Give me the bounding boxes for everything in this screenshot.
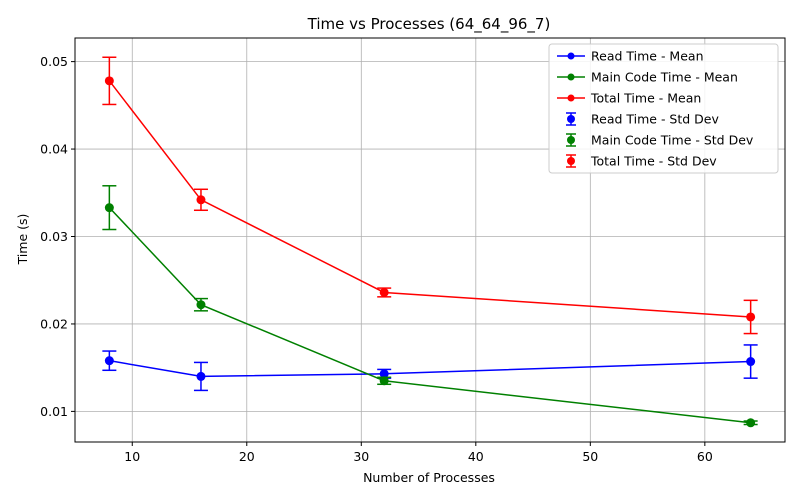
y-tick-label: 0.05 — [40, 54, 68, 69]
data-point — [746, 312, 756, 322]
legend-label: Read Time - Mean — [591, 49, 704, 64]
legend-marker — [567, 157, 575, 165]
legend-marker — [567, 136, 575, 144]
legend-marker — [567, 94, 575, 102]
data-point — [746, 357, 756, 367]
x-tick-label: 40 — [468, 449, 484, 464]
data-point — [746, 418, 756, 428]
data-point — [104, 76, 114, 86]
y-tick-label: 0.03 — [40, 229, 68, 244]
y-tick-label: 0.04 — [40, 142, 68, 157]
series-group — [102, 56, 758, 335]
ticks: 10 20 30 40 50 60 0.01 0.02 0.03 0.04 0.05 — [40, 54, 713, 464]
chart-title: Time vs Processes (64_64_96_7) — [307, 15, 551, 34]
x-axis-label: Number of Processes — [363, 470, 495, 485]
x-tick-label: 20 — [239, 449, 255, 464]
data-point — [104, 203, 114, 213]
series-line — [109, 359, 751, 378]
data-point — [379, 287, 389, 297]
y-axis-label: Time (s) — [15, 214, 30, 266]
series-line — [108, 80, 751, 318]
series-layer — [102, 56, 758, 428]
series-group — [102, 185, 758, 428]
x-tick-label: 50 — [582, 449, 598, 464]
legend-label: Main Code Time - Mean — [591, 70, 738, 85]
data-point — [196, 371, 206, 381]
x-tick-label: 60 — [697, 449, 713, 464]
plot-frame — [74, 37, 786, 443]
data-point — [104, 356, 114, 366]
series-line — [108, 207, 751, 424]
legend-marker — [567, 115, 575, 123]
legend-marker — [567, 73, 575, 81]
data-point — [196, 300, 206, 310]
y-tick-label: 0.02 — [40, 316, 68, 331]
legend-label: Total Time - Mean — [590, 91, 701, 106]
legend-label: Read Time - Std Dev — [591, 112, 719, 127]
x-tick-label: 10 — [124, 449, 140, 464]
data-point — [196, 195, 206, 205]
data-point — [379, 369, 389, 379]
legend-label: Total Time - Std Dev — [590, 154, 717, 169]
y-tick-label: 0.01 — [40, 404, 68, 419]
x-tick-label: 30 — [353, 449, 369, 464]
legend-box — [548, 43, 779, 174]
legend: Read Time - Mean Main Code Time - Mean Tot… — [548, 43, 779, 174]
legend-label: Main Code Time - Std Dev — [591, 133, 754, 148]
data-point — [379, 376, 389, 386]
series-group — [102, 344, 758, 392]
legend-marker — [567, 52, 575, 60]
